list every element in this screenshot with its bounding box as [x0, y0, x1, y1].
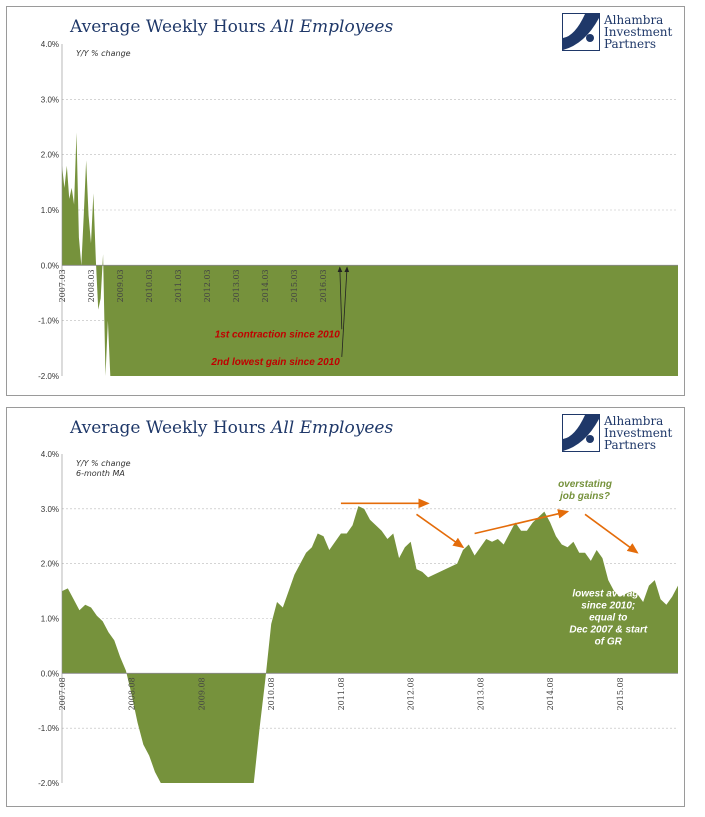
x-tick-label: 2012.03 [203, 269, 212, 302]
x-tick-label: 2009.08 [197, 677, 206, 710]
alhambra-logo-icon [562, 414, 600, 452]
chart-svg-2: 4.0%3.0%2.0%1.0%0.0%-1.0%-2.0%2007.08 200… [38, 450, 678, 788]
annotation-text: lowest average [572, 589, 644, 600]
annotation-text: Dec 2007 & start [569, 625, 647, 636]
y-tick-label: 2.0% [41, 151, 59, 160]
y-tick-label: -2.0% [38, 372, 59, 381]
x-tick-label: 2013.08 [476, 677, 485, 710]
y-tick-label: 3.0% [41, 95, 59, 104]
chart-title: Average Weekly Hours All Employees [70, 418, 393, 438]
alhambra-logo-icon [562, 13, 600, 51]
chart-panel-1: Average Weekly Hours All Employees Alham… [6, 6, 685, 396]
chart-title-main: Average Weekly Hours [70, 418, 272, 438]
annotation-text: since 2010; [581, 601, 635, 612]
x-tick-label: 2011.03 [174, 269, 183, 302]
x-axis: 2007.08 2008.08 2009.08 2010.08 2011.08 2012.… [58, 677, 625, 710]
x-tick-label: 2009.03 [116, 269, 125, 302]
x-tick-label: 2010.03 [145, 269, 154, 302]
y-tick-label: -1.0% [38, 724, 59, 733]
y-axis: 4.0% 3.0% 2.0% 1.0% 0.0% -1.0% -2.0% [38, 450, 59, 788]
x-tick-label: 2008.08 [128, 677, 137, 710]
y-tick-label: -1.0% [38, 317, 59, 326]
x-tick-label: 2007.03 [58, 269, 67, 302]
chart-subtitle: Y/Y % change [76, 459, 131, 468]
y-tick-label: -2.0% [38, 779, 59, 788]
x-tick-label: 2014.03 [261, 269, 270, 302]
annotation-text: equal to [589, 613, 627, 624]
x-tick-label: 2016.03 [319, 269, 328, 302]
x-tick-label: 2015.03 [290, 269, 299, 302]
trend-arrow [474, 509, 570, 535]
annotation-arrow [337, 266, 343, 330]
area-series [62, 132, 678, 376]
chart-title-main: Average Weekly Hours [70, 17, 272, 37]
logo: Alhambra Investment Partners [562, 13, 682, 55]
x-tick-label: 2013.03 [232, 269, 241, 302]
chart-title-italic: All Employees [271, 418, 394, 438]
logo-text: Alhambra Investment Partners [604, 13, 673, 51]
annotation-text: 2nd lowest gain since 2010 [210, 357, 340, 368]
annotation-text: overstating [558, 479, 612, 490]
y-tick-label: 1.0% [41, 206, 59, 215]
y-tick-label: 3.0% [41, 505, 59, 514]
area-series [62, 506, 678, 783]
y-axis: 4.0% 3.0% 2.0% 1.0% 0.0% -1.0% -2.0% [38, 40, 59, 381]
chart-subtitle: Y/Y % change [76, 49, 131, 58]
y-tick-label: 0.0% [41, 261, 59, 270]
logo-text: Alhambra Investment Partners [604, 414, 673, 452]
annotation-arrow [341, 266, 350, 357]
chart-title-italic: All Employees [271, 17, 394, 37]
chart-svg-1: 4.0%3.0%2.0%1.0%0.0%-1.0%-2.0%2007.03 200… [38, 40, 678, 381]
y-tick-label: 1.0% [41, 615, 59, 624]
chart-subtitle: 6-month MA [76, 469, 125, 478]
chart-title: Average Weekly Hours All Employees [70, 17, 393, 37]
trend-arrow [416, 513, 465, 549]
chart-panel-2: Average Weekly Hours All Employees Alham… [6, 407, 685, 807]
y-tick-label: 2.0% [41, 560, 59, 569]
y-tick-label: 4.0% [41, 450, 59, 459]
x-tick-label: 2007.08 [58, 677, 67, 710]
x-tick-label: 2008.03 [87, 269, 96, 302]
annotation-text: of GR [595, 637, 623, 648]
annotation-text: job gains? [558, 491, 610, 502]
x-tick-label: 2010.08 [267, 677, 276, 710]
x-tick-label: 2012.08 [407, 677, 416, 710]
annotation-text: 1st contraction since 2010 [215, 329, 340, 340]
y-tick-label: 4.0% [41, 40, 59, 49]
trend-arrow [584, 513, 639, 554]
x-tick-label: 2011.08 [337, 677, 346, 710]
x-tick-label: 2015.08 [616, 677, 625, 710]
x-axis: 2007.03 2008.03 2009.03 2010.03 2011.03 2012.… [58, 269, 328, 302]
logo: Alhambra Investment Partners [562, 414, 682, 456]
y-tick-label: 0.0% [41, 669, 59, 678]
x-tick-label: 2014.08 [546, 677, 555, 710]
